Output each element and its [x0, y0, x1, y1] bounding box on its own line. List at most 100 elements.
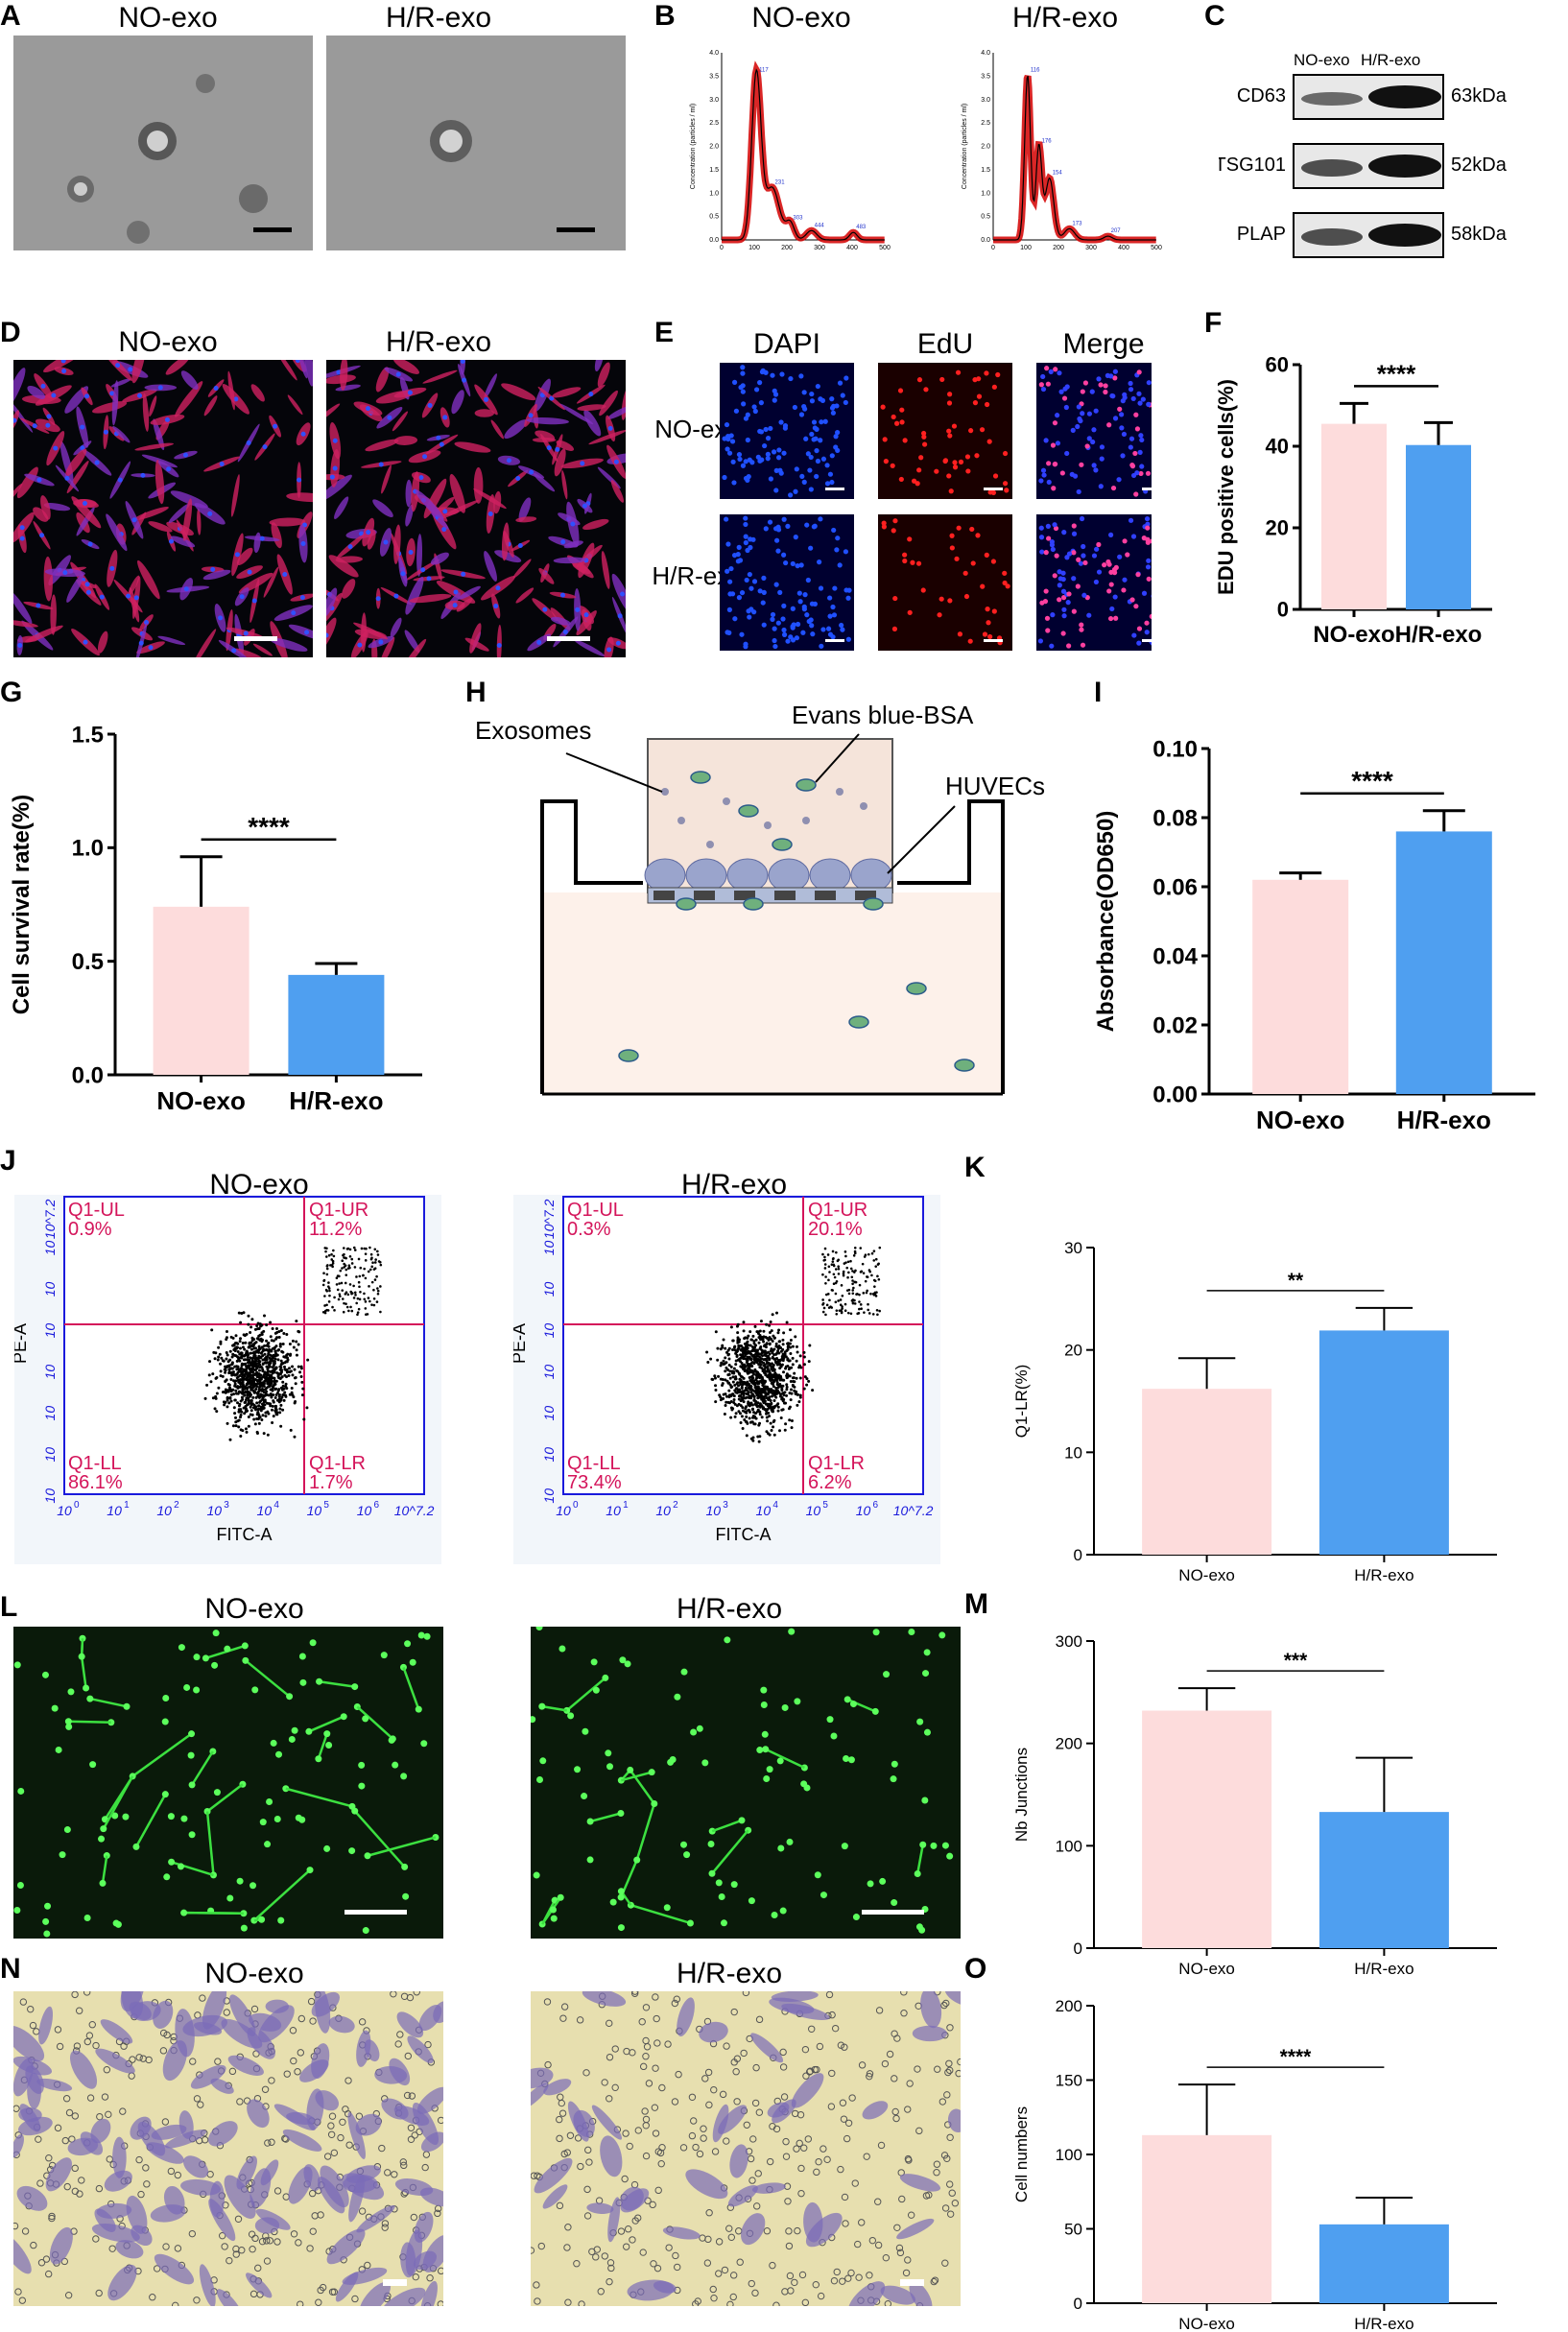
event-dot [263, 1370, 267, 1374]
cell-nucleus [304, 630, 310, 635]
wb-band-hr [1368, 85, 1441, 108]
membrane-pore [328, 2112, 337, 2120]
event-dot [853, 1302, 857, 1305]
event-dot [252, 1382, 256, 1386]
event-dot [331, 1305, 334, 1309]
event-dot [743, 1342, 747, 1345]
membrane-pore [37, 2259, 46, 2267]
membrane-pore [129, 2056, 136, 2063]
membrane-pore [893, 2224, 901, 2231]
event-dot [373, 1261, 377, 1264]
membrane-pore [576, 2016, 584, 2024]
event-dot [276, 1348, 280, 1352]
membrane-pore [263, 2257, 272, 2265]
migrated-cell [791, 2073, 824, 2108]
y-tick-label: 40 [1266, 435, 1289, 459]
edu-nucleus [731, 552, 738, 559]
edu-nucleus [1135, 572, 1141, 578]
event-dot [344, 1281, 347, 1285]
event-dot [239, 1434, 243, 1438]
tube-node [358, 1782, 366, 1790]
membrane-pore [726, 2300, 734, 2306]
cell-cytoskeleton [134, 442, 175, 451]
event-dot [291, 1373, 295, 1377]
edu-nucleus [732, 616, 738, 622]
event-dot [791, 1356, 795, 1360]
edu-nucleus [1002, 570, 1008, 576]
tube-node [707, 1840, 715, 1847]
event-dot [259, 1392, 263, 1396]
membrane-pore [75, 2007, 83, 2014]
tube-node [400, 1773, 408, 1780]
cell-nucleus [607, 425, 613, 431]
cell-nucleus [231, 648, 237, 654]
event-dot [249, 1325, 253, 1329]
membrane-pore [643, 2043, 652, 2051]
tube-node [348, 1847, 356, 1855]
event-dot [239, 1368, 243, 1371]
event-dot [763, 1353, 767, 1357]
membrane-pore [658, 2083, 666, 2092]
edu-nucleus [765, 456, 771, 462]
flow-x-tick: 10 [156, 1503, 172, 1518]
event-dot [872, 1278, 876, 1282]
membrane-pore [930, 2277, 938, 2286]
membrane-pore [606, 2095, 613, 2103]
membrane-pore [705, 2209, 713, 2217]
event-dot [224, 1379, 227, 1383]
event-dot [284, 1394, 288, 1398]
edu-nucleus [1122, 538, 1128, 544]
nta-x-tick: 500 [879, 245, 891, 251]
tube-segment [253, 1868, 311, 1922]
event-dot [252, 1384, 256, 1388]
event-dot [737, 1346, 741, 1350]
membrane-pore [294, 2068, 301, 2076]
event-dot [858, 1307, 861, 1311]
significance-mark: **** [1377, 359, 1416, 388]
y-tick-label: 20 [1266, 516, 1289, 540]
event-dot [763, 1358, 767, 1362]
edu-nucleus [1079, 462, 1084, 467]
event-dot [249, 1383, 253, 1387]
cell-nucleus [213, 386, 219, 392]
tube-node [617, 1893, 625, 1901]
huvec-cell [809, 858, 851, 892]
membrane-pore [946, 2133, 954, 2141]
edu-nucleus [741, 401, 747, 407]
event-dot [331, 1259, 335, 1263]
migrated-cell [45, 2157, 72, 2192]
tube-node [872, 1629, 880, 1636]
event-dot [290, 1387, 294, 1391]
event-dot [781, 1338, 785, 1342]
event-dot [725, 1350, 728, 1354]
event-dot [255, 1370, 259, 1374]
tem-image-no [13, 36, 313, 250]
membrane-pore [307, 1997, 316, 2006]
migrated-cell [751, 2182, 786, 2194]
nta-y-tick: 1.0 [709, 190, 719, 197]
event-dot [843, 1309, 847, 1313]
event-dot [716, 1358, 720, 1362]
membrane-pore [197, 2101, 204, 2108]
edu-nucleus [781, 552, 787, 558]
flow-x-tick: 10 [107, 1503, 122, 1518]
event-dot [747, 1400, 750, 1404]
flow-x-tick: 10 [357, 1503, 372, 1518]
tube-node [309, 1639, 317, 1647]
membrane-pore [391, 2171, 398, 2178]
migrated-cell [356, 2205, 395, 2233]
event-dot [811, 1389, 815, 1392]
event-dot [760, 1379, 764, 1383]
edu-nucleus [970, 560, 976, 566]
event-dot [748, 1330, 752, 1334]
membrane-pore [673, 1995, 680, 2003]
cell-cytoskeleton [269, 517, 306, 527]
membrane-pore [642, 2152, 651, 2160]
edu-nucleus [1119, 412, 1125, 417]
cell-cytoskeleton [203, 395, 218, 416]
migration-image-no [13, 1991, 443, 2306]
edu-nucleus [801, 479, 807, 485]
membrane-pore [884, 2300, 892, 2306]
edu-nucleus [793, 488, 798, 494]
membrane-pore [583, 2212, 592, 2220]
